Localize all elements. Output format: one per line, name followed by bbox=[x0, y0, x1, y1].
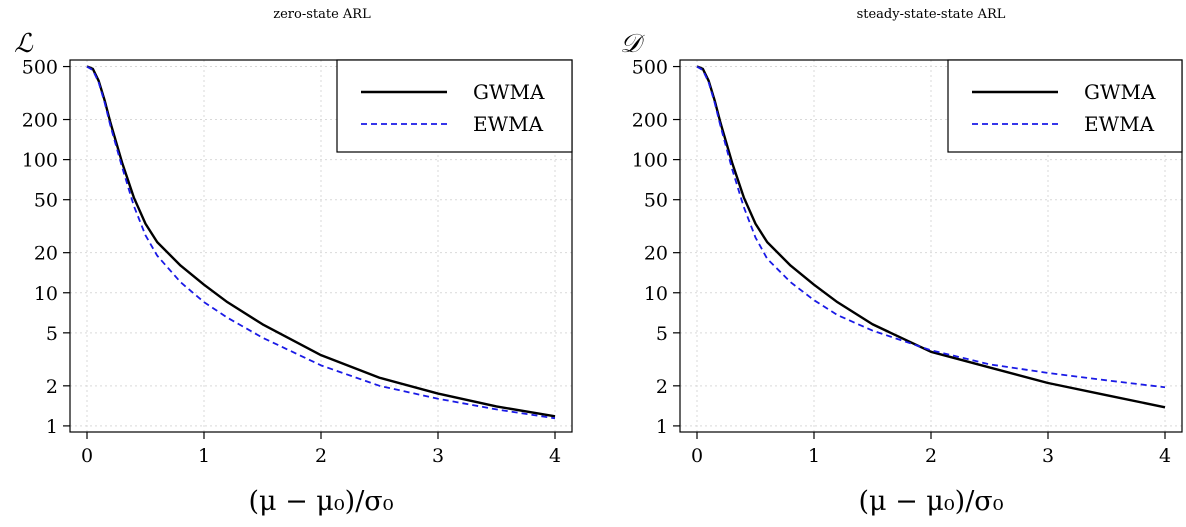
y-tick-label: 5 bbox=[656, 323, 668, 345]
y-tick-label: 5 bbox=[46, 323, 58, 345]
y-tick-label: 50 bbox=[34, 190, 58, 212]
series-line-ewma bbox=[696, 65, 1166, 389]
y-tick-label: 200 bbox=[632, 110, 668, 132]
y-tick-label: 1 bbox=[46, 416, 58, 438]
x-tick-label: 0 bbox=[691, 445, 703, 467]
y-tick-label: 10 bbox=[34, 283, 58, 305]
legend: GWMA EWMA bbox=[336, 59, 573, 153]
legend-label-ewma: EWMA bbox=[473, 112, 544, 136]
y-tick-label: 20 bbox=[34, 243, 58, 265]
x-tick-label: 1 bbox=[808, 445, 820, 467]
y-axis-label: 𝒟 bbox=[620, 29, 645, 59]
legend-label-gwma: GWMA bbox=[1084, 80, 1156, 104]
chart-panel-2: steady-state-state ARL 𝒟 0 1 2 3 4 1 2 5 10 20 50 100… bbox=[620, 7, 1183, 517]
y-tick-label: 20 bbox=[644, 243, 668, 265]
x-tick-label: 2 bbox=[925, 445, 937, 467]
series-line-ewma bbox=[86, 65, 556, 420]
y-tick-label: 2 bbox=[656, 376, 668, 398]
x-tick-label: 1 bbox=[198, 445, 210, 467]
legend-box bbox=[947, 59, 1183, 153]
y-tick-label: 2 bbox=[46, 376, 58, 398]
y-tick-label: 100 bbox=[632, 150, 668, 172]
chart-title: zero-state ARL bbox=[273, 7, 371, 22]
x-tick-label: 4 bbox=[549, 445, 561, 467]
y-tick-label: 1 bbox=[656, 416, 668, 438]
x-axis-label: (μ − μ₀)/σ₀ bbox=[858, 486, 1003, 517]
x-tick-label: 4 bbox=[1159, 445, 1171, 467]
y-tick-label: 500 bbox=[22, 57, 58, 79]
y-tick-label: 50 bbox=[644, 190, 668, 212]
x-axis-label: (μ − μ₀)/σ₀ bbox=[248, 486, 393, 517]
legend: GWMA EWMA bbox=[947, 59, 1183, 153]
y-tick-label: 200 bbox=[22, 110, 58, 132]
y-tick-label: 10 bbox=[644, 283, 668, 305]
chart-panel-1: zero-state ARL ℒ 0 1 2 3 4 1 2 5 10 20 50 100 200 500 (μ… bbox=[14, 7, 573, 517]
legend-label-gwma: GWMA bbox=[473, 80, 545, 104]
legend-label-ewma: EWMA bbox=[1084, 112, 1155, 136]
y-tick-label: 500 bbox=[632, 57, 668, 79]
x-tick-label: 0 bbox=[81, 445, 93, 467]
x-tick-label: 3 bbox=[1042, 445, 1054, 467]
legend-box bbox=[336, 59, 573, 153]
y-axis-label: ℒ bbox=[14, 29, 34, 59]
x-tick-label: 3 bbox=[432, 445, 444, 467]
chart-title: steady-state-state ARL bbox=[857, 7, 1006, 22]
x-tick-label: 2 bbox=[315, 445, 327, 467]
y-tick-label: 100 bbox=[22, 150, 58, 172]
